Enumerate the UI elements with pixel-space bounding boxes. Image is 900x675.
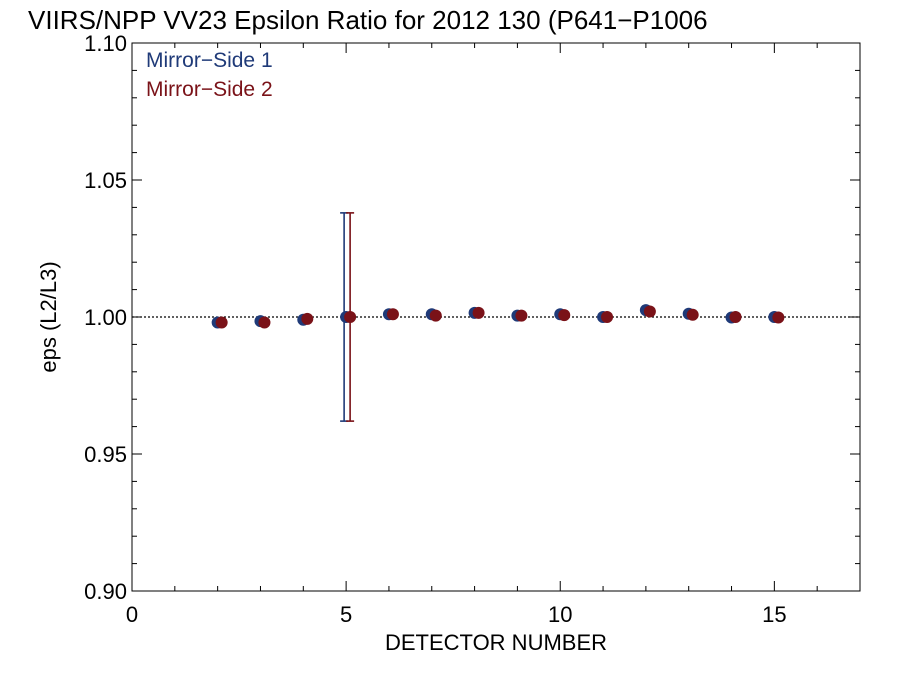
x-axis-label: DETECTOR NUMBER — [385, 630, 607, 655]
legend-entry-mirror-side-1: Mirror−Side 1 — [146, 49, 273, 72]
y-tick-label: 1.05 — [84, 168, 127, 193]
legend: Mirror−Side 1 Mirror−Side 2 — [146, 49, 273, 101]
data-point-mirror-side-2 — [429, 309, 442, 322]
y-axis-label: eps (L2/L3) — [36, 261, 61, 372]
y-tick-label: 1.10 — [84, 31, 127, 56]
data-point-mirror-side-2 — [686, 308, 699, 321]
y-tick-label: 0.95 — [84, 442, 127, 467]
data-point-mirror-side-2 — [301, 312, 314, 325]
y-tick-label: 1.00 — [84, 305, 127, 330]
data-points — [211, 304, 785, 329]
x-tick-label: 5 — [340, 602, 352, 627]
axis-ticks — [131, 42, 861, 592]
chart-title: VIIRS/NPP VV23 Epsilon Ratio for 2012 13… — [28, 5, 708, 35]
data-point-mirror-side-2 — [772, 311, 785, 324]
data-point-mirror-side-2 — [558, 309, 571, 322]
data-point-mirror-side-2 — [344, 311, 357, 323]
legend-entry-mirror-side-2: Mirror−Side 2 — [146, 78, 273, 101]
data-point-mirror-side-2 — [601, 311, 614, 323]
y-tick-labels: 0.90 0.95 1.00 1.05 1.10 — [84, 31, 127, 604]
data-point-mirror-side-2 — [258, 316, 271, 329]
x-tick-label: 10 — [548, 602, 572, 627]
data-point-mirror-side-2 — [729, 311, 742, 323]
data-point-mirror-side-2 — [215, 316, 228, 329]
x-tick-label: 0 — [126, 602, 138, 627]
y-tick-label: 0.90 — [84, 579, 127, 604]
data-point-mirror-side-2 — [472, 306, 485, 319]
data-point-mirror-side-2 — [515, 309, 528, 322]
data-point-mirror-side-2 — [643, 305, 656, 318]
data-point-mirror-side-2 — [386, 308, 399, 321]
x-tick-label: 15 — [762, 602, 786, 627]
x-tick-labels: 0 5 10 15 — [126, 602, 787, 627]
